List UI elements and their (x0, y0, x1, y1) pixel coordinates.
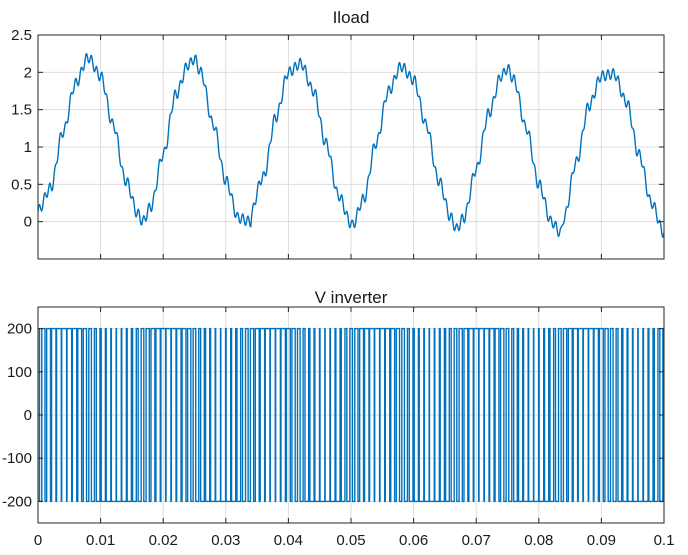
iload-y-tick-label: 0.5 (11, 176, 32, 193)
v-inverter-x-tick-label: 0.02 (149, 532, 178, 549)
v-inverter-x-tick-label: 0.03 (211, 532, 240, 549)
v-inverter-x-tick-label: 0 (34, 532, 42, 549)
v-inverter-x-tick-label: 0.08 (524, 532, 553, 549)
iload-y-tick-label: 2 (24, 64, 32, 81)
v-inverter-series-line (38, 327, 664, 503)
v-inverter-y-tick-label: 100 (7, 364, 32, 381)
iload-y-tick-label: 1.5 (11, 102, 32, 119)
v-inverter-x-tick-label: 0.04 (274, 532, 303, 549)
v-inverter-title: V inverter (315, 288, 388, 307)
iload-y-tick-label: 0 (24, 214, 32, 231)
v-inverter-x-tick-label: 0.05 (336, 532, 365, 549)
v-inverter-x-tick-label: 0.07 (462, 532, 491, 549)
iload-title: Iload (333, 8, 370, 27)
v-inverter-y-tick-label: 200 (7, 321, 32, 338)
iload-ticks: 0 0.5 1 1.5 2 2.5 (11, 27, 665, 259)
v-inverter-y-tick-label: 0 (24, 407, 32, 424)
v-inverter-x-tick-label: 0.1 (654, 532, 675, 549)
iload-series-line (37, 52, 665, 238)
iload-plot: 0 0.5 1 1.5 2 2.5 Iload (11, 8, 665, 260)
iload-y-tick-label: 1 (24, 139, 32, 156)
v-inverter-plot: 0 0.01 0.02 0.03 0.04 0.05 0.06 0.07 0.08 0.09 0.1… (2, 288, 674, 549)
v-inverter-y-tick-label: -100 (2, 450, 32, 467)
iload-y-tick-label: 2.5 (11, 27, 32, 44)
v-inverter-x-tick-label: 0.06 (399, 532, 428, 549)
v-inverter-x-tick-label: 0.01 (86, 532, 115, 549)
v-inverter-y-tick-label: -200 (2, 493, 32, 510)
v-inverter-x-tick-label: 0.09 (587, 532, 616, 549)
v-inverter-ticks: 0 0.01 0.02 0.03 0.04 0.05 0.06 0.07 0.08 0.09 0.1… (2, 307, 674, 549)
